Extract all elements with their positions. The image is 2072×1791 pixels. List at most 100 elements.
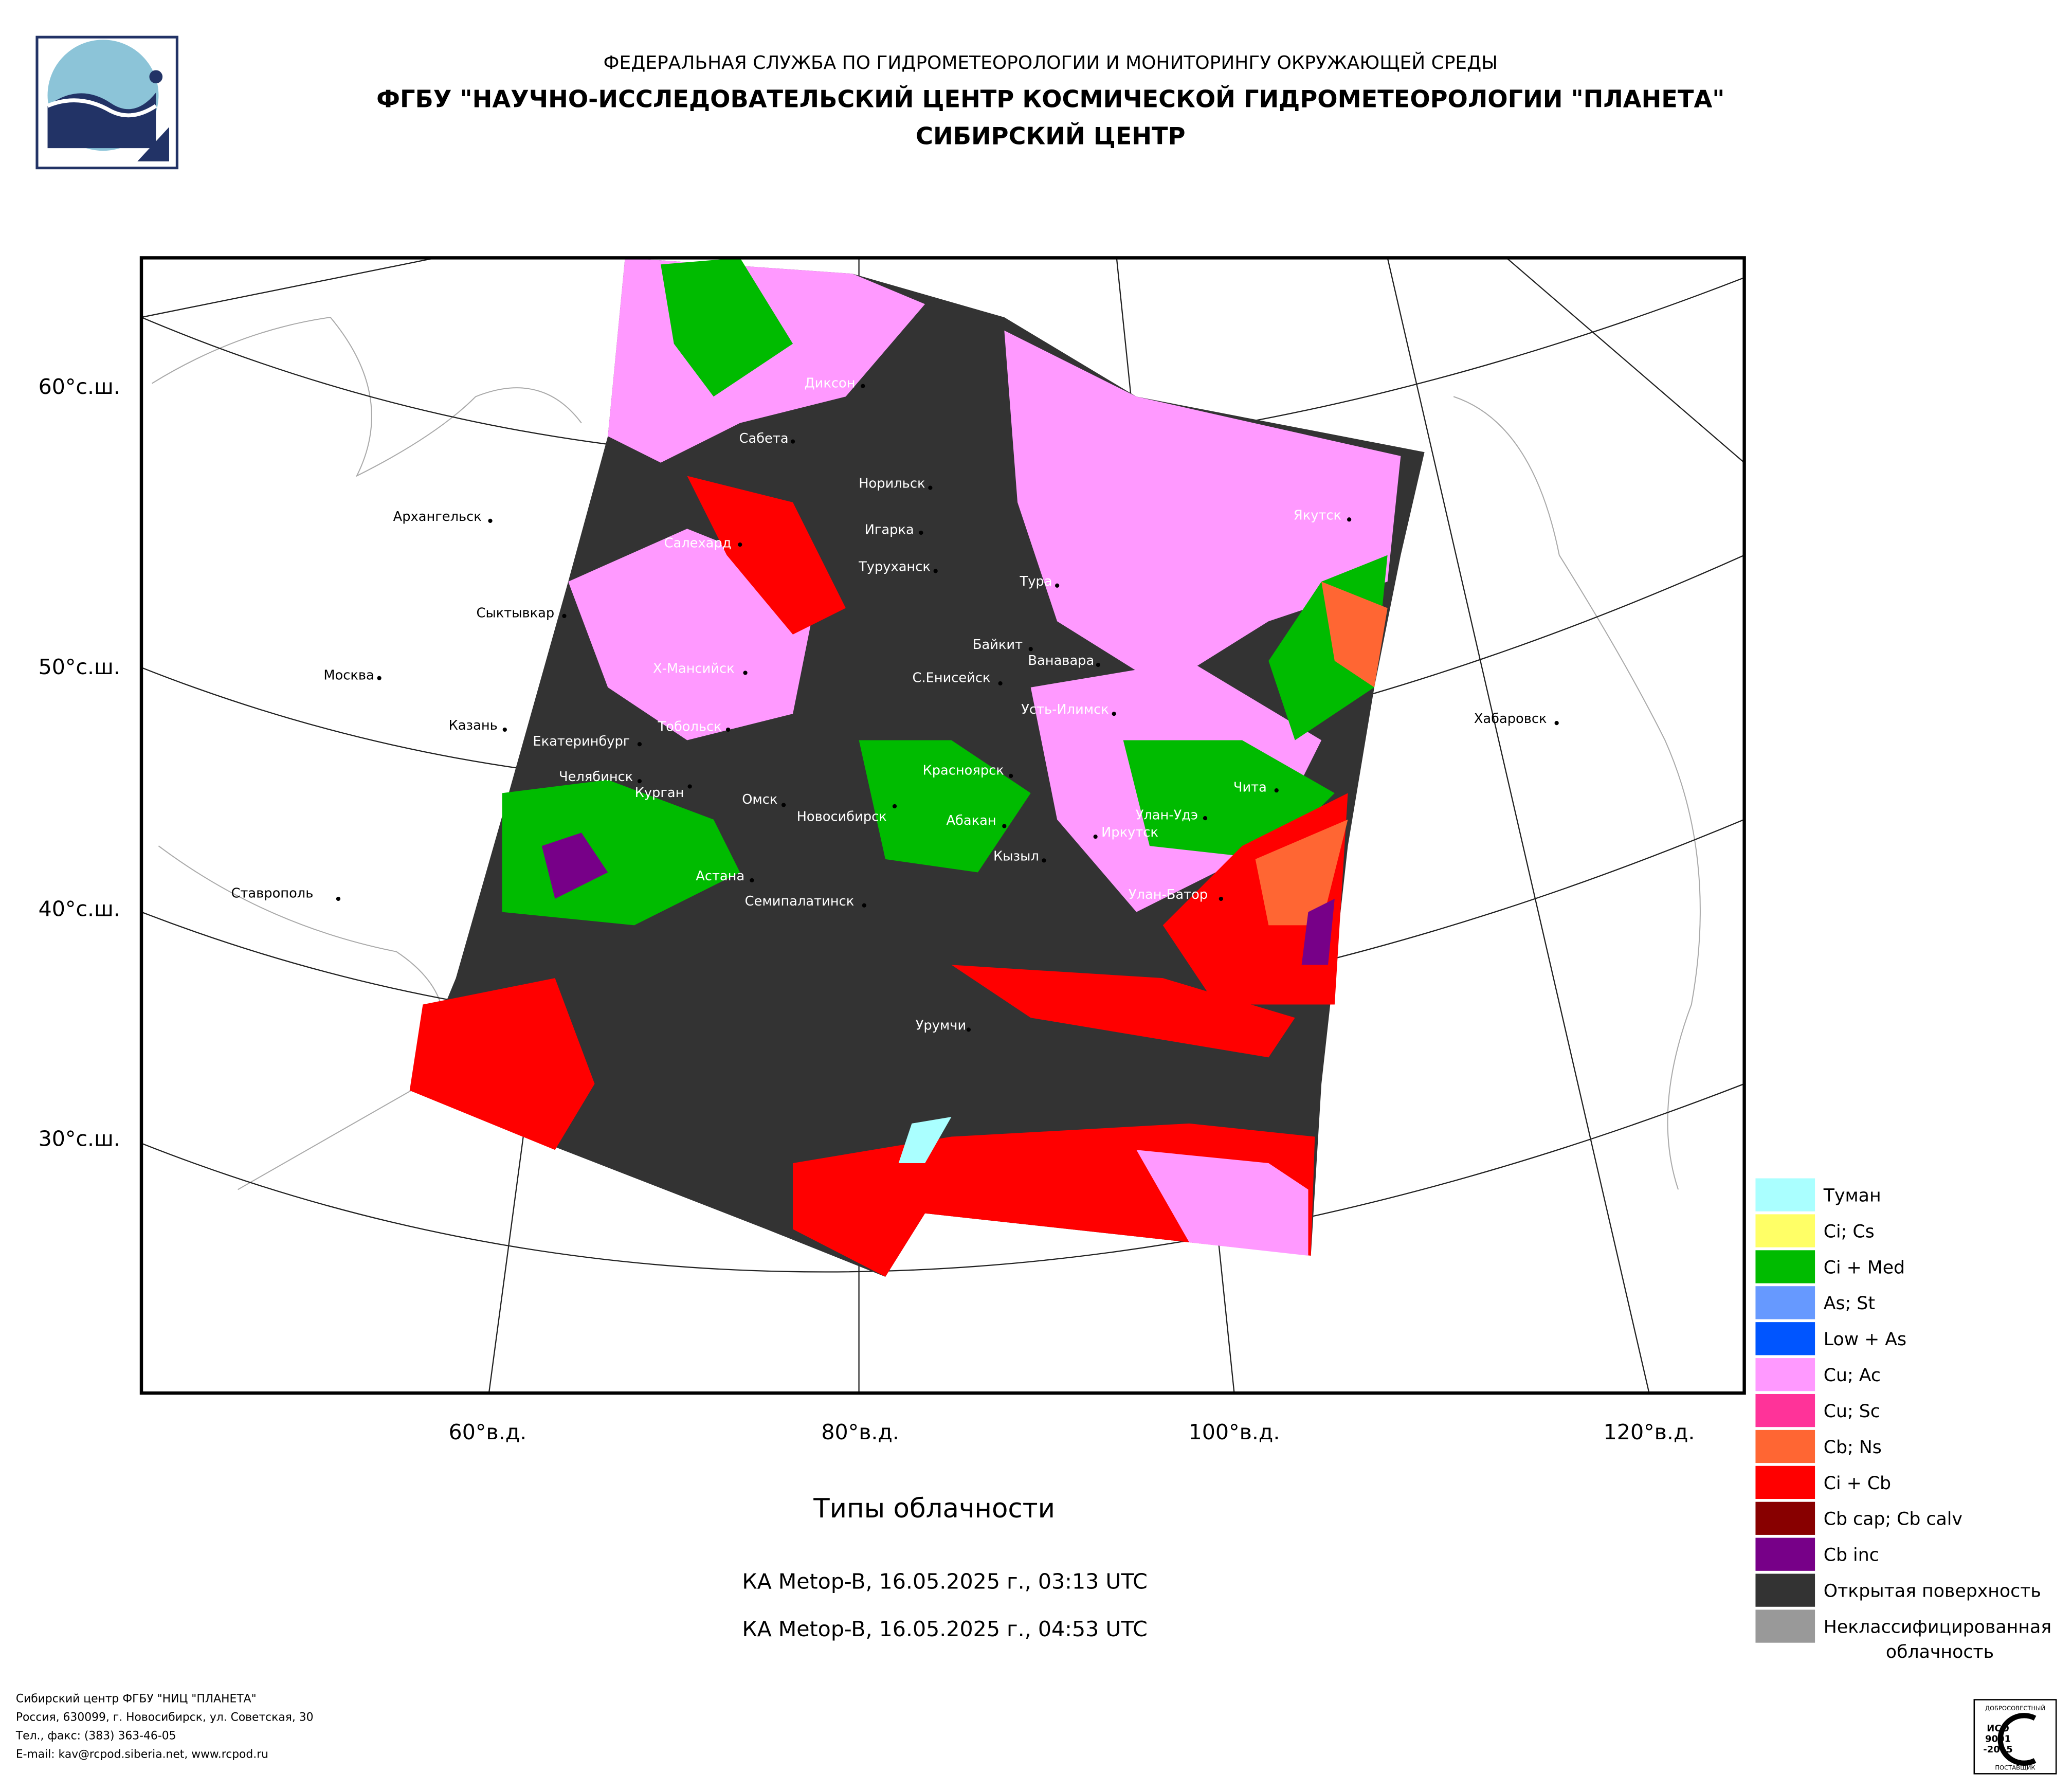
city-dot xyxy=(743,671,748,675)
city-dot xyxy=(862,903,866,908)
city-label: Сабета xyxy=(739,431,789,446)
footer-line: Россия, 630099, г. Новосибирск, ул. Сове… xyxy=(16,1711,314,1724)
iso-text: 9001 xyxy=(1985,1734,2011,1745)
legend-swatch xyxy=(1754,1464,1816,1500)
city-label: Улан-Удэ xyxy=(1136,808,1198,823)
city-dot xyxy=(966,1027,971,1032)
cloud-areas xyxy=(409,258,1401,1277)
city-label: Кызыл xyxy=(993,848,1039,864)
city-label: Х-Мансийск xyxy=(653,661,735,676)
city-label: Усть-Илимск xyxy=(1021,702,1108,717)
city-dot xyxy=(1009,773,1013,779)
header-line: СИБИРСКИЙ ЦЕНТР xyxy=(916,122,1185,150)
city-label: Красноярск xyxy=(922,763,1004,778)
city-label: Новосибирск xyxy=(797,809,887,824)
legend-swatch xyxy=(1754,1249,1816,1285)
city-dot xyxy=(1112,711,1116,716)
legend: Туман Ci; Cs Ci + Med As; St Low + As Cu; Ac C… xyxy=(1754,1177,2051,1662)
iso-logo: ДОБРОСОВЕСТНЫЙ ИСО 9001 -2015 ПОСТАВЩИК xyxy=(1973,1699,2057,1775)
lon-label: 60°в.д. xyxy=(449,1420,527,1444)
iso-text: ДОБРОСОВЕСТНЫЙ xyxy=(1985,1704,2045,1712)
city-dot xyxy=(738,542,742,547)
legend-label: Cb cap; Cb calv xyxy=(1824,1509,1962,1530)
legend-swatch xyxy=(1754,1608,1816,1644)
city-dot xyxy=(1347,517,1352,522)
city-label: Архангельск xyxy=(393,509,482,524)
city-dot xyxy=(1219,896,1223,901)
city-dot xyxy=(502,727,507,732)
header-line: ФЕДЕРАЛЬНАЯ СЛУЖБА ПО ГИДРОМЕТЕОРОЛОГИИ … xyxy=(604,52,1498,74)
legend-label: Туман xyxy=(1823,1185,1881,1206)
logo xyxy=(35,35,178,170)
city-dot xyxy=(998,681,1003,686)
header-line: ФГБУ "НАУЧНО-ИССЛЕДОВАТЕЛЬСКИЙ ЦЕНТР КОС… xyxy=(376,85,1724,113)
city-label: Астана xyxy=(696,869,744,884)
subtitle: КА Metop-B, 16.05.2025 г., 03:13 UTC xyxy=(742,1569,1147,1594)
city-label: Игарка xyxy=(865,522,914,538)
legend-swatch xyxy=(1754,1213,1816,1249)
city-dot xyxy=(1042,858,1046,863)
city-dot xyxy=(1203,816,1208,821)
city-label: Челябинск xyxy=(559,769,633,785)
city-label: Екатеринбург xyxy=(533,734,630,749)
legend-swatch xyxy=(1754,1285,1816,1321)
legend-label: Открытая поверхность xyxy=(1824,1581,2041,1601)
city-dot xyxy=(861,384,865,388)
legend-swatch xyxy=(1754,1428,1816,1464)
city-dot xyxy=(377,676,381,680)
city-label: Хабаровск xyxy=(1474,711,1547,727)
iso-text: ИСО xyxy=(1987,1723,2009,1734)
subtitle: КА Metop-B, 16.05.2025 г., 04:53 UTC xyxy=(742,1617,1147,1641)
city-dot xyxy=(488,518,493,523)
lat-label: 50°с.ш. xyxy=(39,655,120,679)
city-label: Омск xyxy=(742,792,777,807)
legend-label: Cu; Ac xyxy=(1824,1365,1881,1386)
city-label: Казань xyxy=(448,718,497,733)
lon-label: 80°в.д. xyxy=(821,1420,899,1444)
legend-swatch xyxy=(1754,1356,1816,1392)
city-dot xyxy=(1028,647,1033,652)
legend-label: облачность xyxy=(1886,1642,1994,1662)
legend-label: Неклассифицированная xyxy=(1824,1617,2051,1637)
legend-label: Cb inc xyxy=(1824,1545,1879,1566)
city-label: Сыктывкар xyxy=(477,605,555,621)
legend-swatch xyxy=(1754,1572,1816,1608)
lat-labels: 60°с.ш. 50°с.ш. 40°с.ш. 30°с.ш. xyxy=(39,374,120,1151)
city-label: Улан-Батор xyxy=(1129,887,1208,902)
city-labels: Диксон Сабета Норильск Игарка Туруханск Салех… xyxy=(231,375,1559,1033)
map: Диксон Сабета Норильск Игарка Туруханск Салех… xyxy=(139,256,1746,1395)
legend-swatch xyxy=(1754,1392,1816,1428)
legend-label: Ci; Cs xyxy=(1824,1221,1875,1242)
legend-label: Ci + Cb xyxy=(1824,1473,1891,1494)
city-label: С.Енисейск xyxy=(912,670,990,685)
legend-label: Low + As xyxy=(1824,1329,1906,1350)
city-label: Семипалатинск xyxy=(745,894,855,909)
legend-label: Ci + Med xyxy=(1824,1257,1905,1278)
legend-label: Cu; Sc xyxy=(1824,1401,1880,1422)
city-dot xyxy=(933,569,938,573)
city-label: Урумчи xyxy=(916,1018,966,1033)
city-dot xyxy=(1093,835,1098,839)
legend-swatch xyxy=(1754,1320,1816,1356)
legend-label: Cb; Ns xyxy=(1824,1437,1882,1458)
city-label: Москва xyxy=(323,667,374,683)
legend-swatch xyxy=(1754,1500,1816,1536)
city-dot xyxy=(1554,720,1559,726)
iso-text: -2015 xyxy=(1983,1744,2013,1755)
city-dot xyxy=(637,779,642,784)
city-label: Салехард xyxy=(664,535,732,551)
city-label: Ванавара xyxy=(1028,653,1094,668)
city-label: Туруханск xyxy=(858,559,931,575)
city-dot xyxy=(687,784,692,789)
city-label: Тура xyxy=(1020,574,1052,589)
city-dot xyxy=(1274,788,1279,793)
iso-text: ПОСТАВЩИК xyxy=(1995,1764,2035,1771)
lon-label: 120°в.д. xyxy=(1604,1420,1695,1444)
footer-line: Тел., факс: (383) 363-46-05 xyxy=(15,1730,176,1743)
city-dot xyxy=(1055,583,1060,588)
city-dot xyxy=(750,878,754,883)
city-label: Курган xyxy=(635,785,684,801)
legend-label: As; St xyxy=(1824,1293,1875,1314)
lat-label: 60°с.ш. xyxy=(39,374,120,399)
